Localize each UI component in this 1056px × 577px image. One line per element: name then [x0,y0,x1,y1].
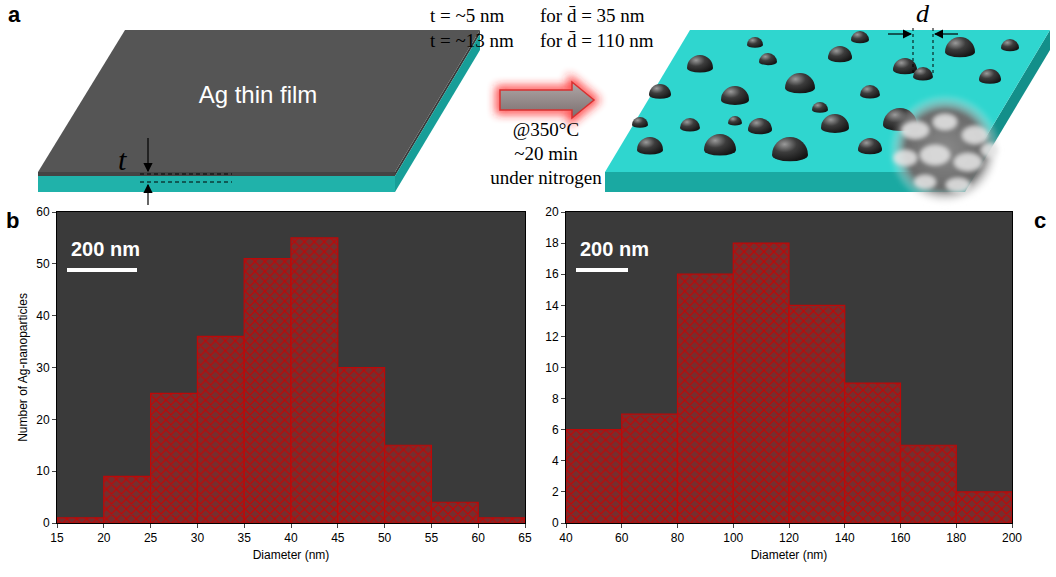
svg-text:180: 180 [946,531,966,545]
svg-text:for d̄ = 35 nm: for d̄ = 35 nm [540,5,645,26]
svg-text:d: d [916,0,930,28]
svg-text:40: 40 [36,309,50,323]
svg-text:60: 60 [36,205,50,219]
svg-text:60: 60 [615,531,629,545]
svg-text:60: 60 [472,531,486,545]
svg-text:140: 140 [835,531,855,545]
svg-text:65: 65 [518,531,532,545]
svg-text:50: 50 [378,531,392,545]
svg-text:200 nm: 200 nm [580,238,649,260]
svg-text:30: 30 [36,361,50,375]
svg-text:6: 6 [552,423,559,437]
svg-text:8: 8 [552,392,559,406]
svg-text:120: 120 [779,531,799,545]
svg-text:16: 16 [545,267,559,281]
svg-text:Number of Ag-nanoparticles: Number of Ag-nanoparticles [16,293,30,442]
svg-text:15: 15 [50,531,64,545]
svg-text:12: 12 [545,330,559,344]
svg-text:Diameter (nm): Diameter (nm) [751,548,828,562]
svg-text:t: t [118,143,127,176]
svg-text:200 nm: 200 nm [71,238,140,260]
svg-text:30: 30 [191,531,205,545]
svg-text:Ag thin film: Ag thin film [199,81,318,108]
svg-text:35: 35 [238,531,252,545]
svg-text:25: 25 [144,531,158,545]
svg-text:40: 40 [559,531,573,545]
svg-text:under nitrogen: under nitrogen [490,167,602,188]
svg-text:10: 10 [36,464,50,478]
svg-text:20: 20 [36,413,50,427]
svg-text:14: 14 [545,299,559,313]
svg-text:160: 160 [890,531,910,545]
svg-text:55: 55 [425,531,439,545]
svg-text:45: 45 [331,531,345,545]
svg-text:18: 18 [545,236,559,250]
svg-text:a: a [8,2,21,27]
svg-text:200: 200 [1002,531,1022,545]
svg-text:t = ~5 nm: t = ~5 nm [430,5,505,26]
svg-text:0: 0 [552,516,559,530]
svg-text:10: 10 [545,361,559,375]
svg-text:50: 50 [36,257,50,271]
svg-text:@350°C: @350°C [513,119,579,140]
svg-text:for d̄ = 110 nm: for d̄ = 110 nm [540,30,654,51]
svg-text:40: 40 [284,531,298,545]
svg-text:20: 20 [545,205,559,219]
svg-text:t = ~13 nm: t = ~13 nm [430,30,514,51]
svg-text:0: 0 [43,516,50,530]
svg-text:80: 80 [671,531,685,545]
svg-text:20: 20 [97,531,111,545]
svg-text:b: b [6,208,19,233]
svg-text:2: 2 [552,485,559,499]
svg-text:~20 min: ~20 min [514,143,578,164]
svg-text:100: 100 [723,531,743,545]
svg-text:4: 4 [552,454,559,468]
svg-text:c: c [1034,208,1046,233]
svg-text:Diameter (nm): Diameter (nm) [253,548,330,562]
